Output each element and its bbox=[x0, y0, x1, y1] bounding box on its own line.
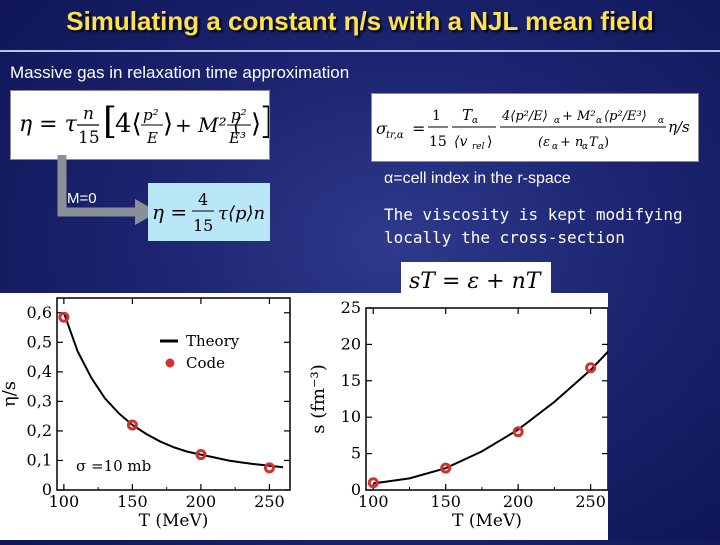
plot1-xlabel: T (MeV) bbox=[139, 511, 209, 531]
svg-text:α: α bbox=[582, 142, 588, 152]
slide-title: Simulating a constant η/s with a NJL mea… bbox=[66, 6, 654, 36]
plot1-data-point bbox=[263, 462, 275, 474]
viscosity-note: The viscosity is kept modifying locally … bbox=[384, 203, 683, 249]
svg-text:15: 15 bbox=[429, 134, 447, 150]
plot2-xlabel: T (MeV) bbox=[452, 511, 522, 531]
svg-text:p²: p² bbox=[143, 106, 159, 124]
formula-eta-massless: η = 4 15 τ⟨p⟩n bbox=[148, 183, 270, 241]
svg-text:⟩: ⟩ bbox=[163, 109, 173, 139]
svg-text:η/s: η/s bbox=[668, 118, 690, 136]
plot1-ytick-label: 0,3 bbox=[27, 391, 52, 410]
plot1-ylabel: η/s bbox=[0, 381, 20, 407]
svg-text:⟩: ⟩ bbox=[251, 109, 261, 139]
svg-text:4: 4 bbox=[198, 190, 208, 209]
plot2-series-line bbox=[373, 351, 609, 485]
plot1-xtick-label: 100 bbox=[49, 492, 80, 511]
formula-sigma-tr: σ tr,α = 1 15 T α ⟨v rel ⟩ 4⟨p²/E⟩ α + M… bbox=[371, 93, 699, 162]
viscosity-note-line1: The viscosity is kept modifying bbox=[384, 205, 683, 224]
plot2-xtick-label: 200 bbox=[503, 492, 534, 511]
svg-text:τ⟨p⟩n: τ⟨p⟩n bbox=[218, 203, 265, 224]
plot2-xtick-label: 250 bbox=[575, 492, 606, 511]
svg-text:n: n bbox=[83, 104, 94, 124]
svg-text:E³: E³ bbox=[228, 129, 246, 147]
plot1-series-line bbox=[62, 312, 284, 469]
svg-text:15: 15 bbox=[78, 128, 100, 148]
massless-label: M=0 bbox=[67, 190, 97, 207]
plot1-frame bbox=[56, 297, 291, 491]
plot2-xtick-label: 150 bbox=[430, 492, 461, 511]
svg-text:4⟨: 4⟨ bbox=[115, 109, 142, 139]
formula-eta-massive: η = τ n 15 [ 4⟨ p² E ⟩ + M² ⟨ p² E³ ⟩ ] bbox=[10, 90, 274, 160]
plot1-data-point bbox=[58, 311, 70, 323]
plot2-ylabel: s (fm⁻³) bbox=[308, 364, 329, 433]
svg-text:): ) bbox=[604, 135, 609, 150]
plot1-ytick-label: 0,1 bbox=[27, 450, 52, 469]
plot2-xtick-label: 100 bbox=[358, 492, 389, 511]
plot1-data-point bbox=[195, 449, 207, 461]
plot1-legend-marker bbox=[165, 358, 175, 368]
plot2-data-point bbox=[585, 362, 597, 374]
svg-text:=: = bbox=[412, 119, 425, 138]
svg-text:α: α bbox=[472, 116, 478, 126]
svg-text:η = τ: η = τ bbox=[19, 112, 78, 137]
svg-text:⟩: ⟩ bbox=[487, 134, 492, 150]
svg-text:+ M²: + M² bbox=[562, 109, 596, 124]
plots-panel: 100 150 200 250 0 0,1 0,2 0,3 0,4 0,5 0,6 T (MeV) η/… bbox=[0, 293, 609, 540]
svg-text:1: 1 bbox=[432, 108, 441, 124]
plot2-ytick-label: 25 bbox=[341, 298, 361, 317]
svg-text:α: α bbox=[554, 116, 560, 126]
svg-text:4⟨p²/E⟩: 4⟨p²/E⟩ bbox=[501, 109, 548, 124]
svg-text:tr,α: tr,α bbox=[386, 130, 404, 141]
plot2-ytick-label: 5 bbox=[351, 444, 361, 463]
plot1-xtick-label: 200 bbox=[186, 492, 217, 511]
svg-text:T: T bbox=[462, 106, 473, 124]
slide-subtitle: Massive gas in relaxation time approxima… bbox=[10, 63, 350, 82]
svg-text:α: α bbox=[596, 116, 602, 126]
plot1-ytick-label: 0,4 bbox=[27, 362, 52, 381]
svg-text:⟨p²/E³⟩: ⟨p²/E³⟩ bbox=[604, 109, 647, 124]
plot1-xtick-label: 150 bbox=[117, 492, 148, 511]
plot2-data-point bbox=[440, 462, 452, 474]
plot1-ytick-label: 0,5 bbox=[27, 332, 52, 351]
plot1-xtick-label: 250 bbox=[254, 492, 285, 511]
plot2-ytick-label: 0 bbox=[351, 480, 361, 499]
plot2-ytick-label: 15 bbox=[341, 371, 361, 390]
plot2-data-point bbox=[367, 477, 379, 489]
plot1-ytick-label: 0 bbox=[42, 480, 52, 499]
svg-text:α: α bbox=[598, 142, 604, 152]
svg-text:]: ] bbox=[260, 101, 269, 142]
plot1-ytick-label: 0,6 bbox=[27, 303, 52, 322]
svg-text:rel: rel bbox=[472, 142, 485, 152]
plot2-data-point bbox=[512, 426, 524, 438]
plot2-frame bbox=[365, 307, 609, 491]
svg-text:15: 15 bbox=[193, 216, 213, 235]
alpha-note: α=cell index in the r-space bbox=[384, 170, 571, 187]
plot1-legend-label: Theory bbox=[186, 332, 240, 350]
svg-text:sT = ε + nT: sT = ε + nT bbox=[409, 269, 543, 294]
svg-text:α: α bbox=[552, 142, 558, 152]
svg-text:E: E bbox=[146, 129, 158, 147]
bend-arrow-icon bbox=[57, 155, 158, 225]
plot1-annotation: σ =10 mb bbox=[76, 457, 151, 475]
viscosity-note-line2: locally the cross-section bbox=[384, 228, 625, 247]
svg-text:α: α bbox=[658, 116, 664, 126]
formula-entropy: sT = ε + nT bbox=[401, 262, 551, 298]
svg-text:η =: η = bbox=[152, 200, 187, 224]
plot2-ytick-label: 10 bbox=[341, 407, 361, 426]
svg-text:+ n: + n bbox=[560, 135, 583, 150]
plot1-data-point bbox=[126, 419, 138, 431]
plot1-legend-label: Code bbox=[186, 354, 225, 372]
svg-text:T: T bbox=[589, 135, 599, 150]
svg-text:σ: σ bbox=[376, 119, 388, 138]
title-divider bbox=[0, 50, 720, 52]
svg-text:⟨v: ⟨v bbox=[454, 134, 467, 150]
svg-text:p²: p² bbox=[231, 106, 247, 124]
plot1-ytick-label: 0,2 bbox=[27, 421, 52, 440]
plot2-ytick-label: 20 bbox=[341, 334, 361, 353]
svg-text:(ε: (ε bbox=[538, 135, 550, 150]
svg-text:[: [ bbox=[103, 101, 117, 142]
